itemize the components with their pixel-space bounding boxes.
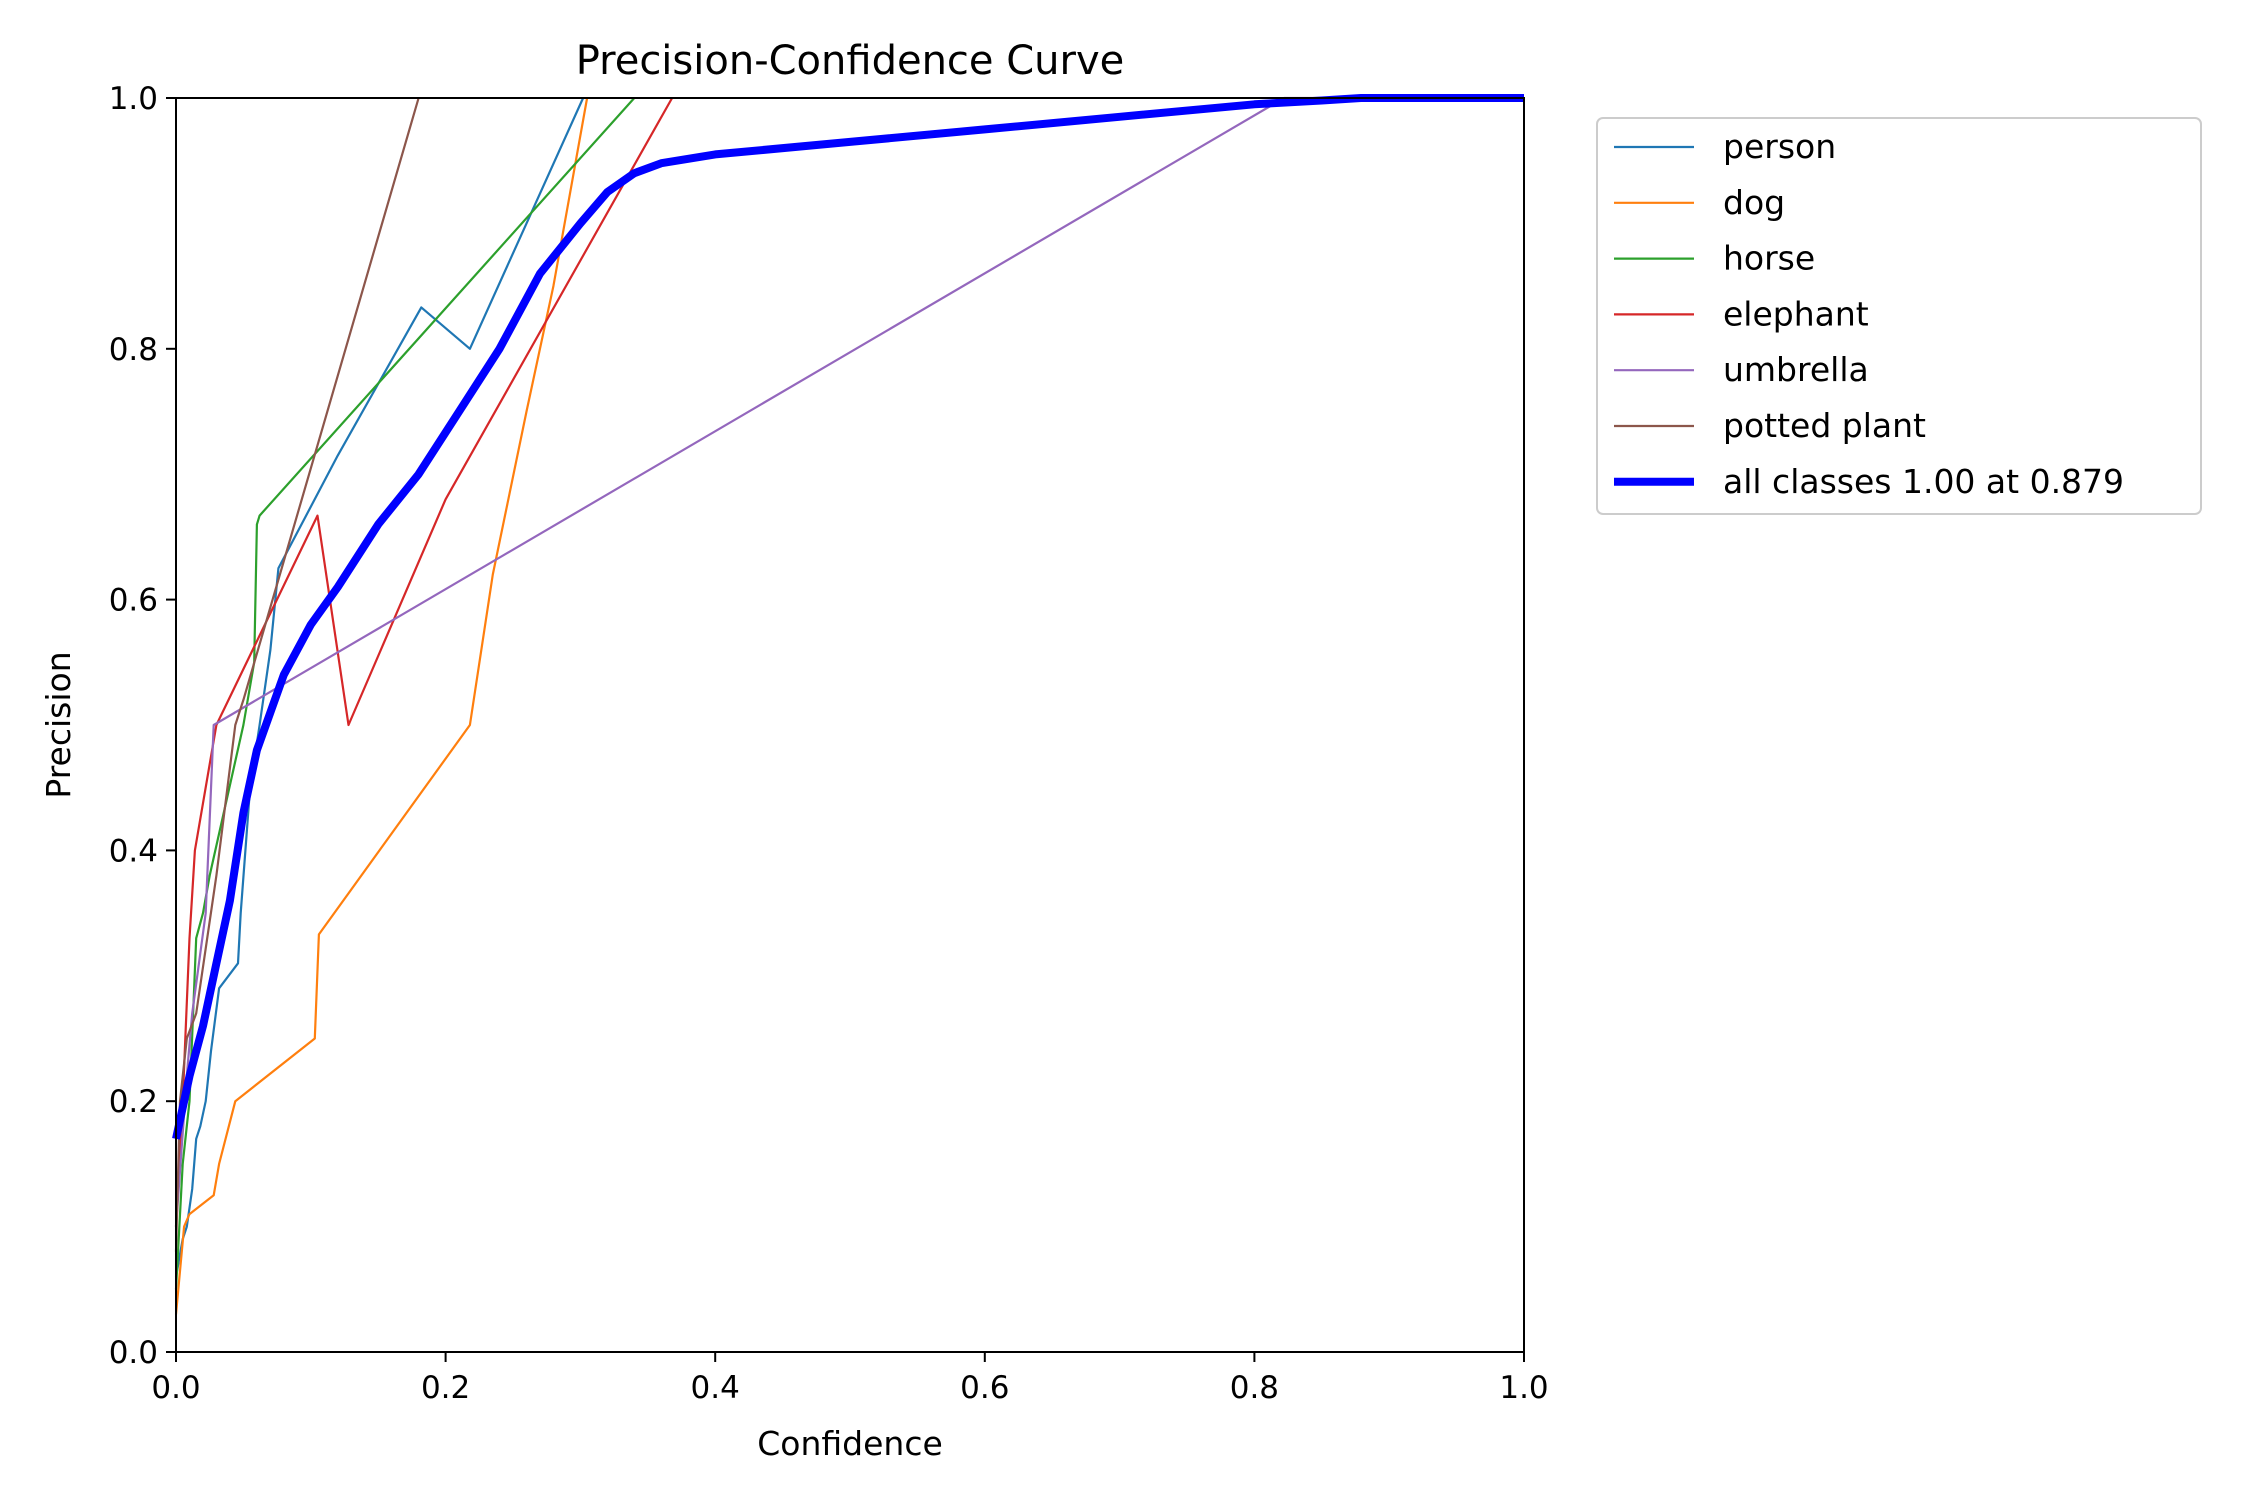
legend-label: all classes 1.00 at 0.879 [1723,462,2124,501]
series-line-6 [172,94,1524,1140]
y-axis-label: Precision [39,651,78,798]
x-tick-label: 1.0 [1499,1370,1548,1406]
y-tick-label: 0.8 [109,332,158,368]
y-tick-label: 0.2 [109,1084,158,1120]
legend-box [1596,117,2202,515]
x-tick-label: 0.6 [960,1370,1009,1406]
legend-label: potted plant [1723,406,1926,445]
legend-label: person [1723,127,1836,166]
series-line-5 [174,97,420,1252]
y-tick-label: 0.4 [109,833,158,869]
x-axis-label: Confidence [757,1424,943,1463]
legend-label: umbrella [1723,350,1869,389]
series-line-2 [174,97,636,1290]
legend: person dog horse elephant umbrella potted pla… [1596,117,2202,515]
chart-title: Precision-Confidence Curve [576,38,1125,84]
legend-label: elephant [1723,294,1869,333]
series-line-1 [174,97,589,1315]
y-tick-label: 0.0 [109,1335,158,1371]
x-tick-label: 0.8 [1230,1370,1279,1406]
x-tick-label: 0.2 [421,1370,470,1406]
x-tick-label: 0.0 [151,1370,200,1406]
plot-frame [175,97,1525,1353]
legend-label: horse [1723,239,1815,278]
y-tick-label: 0.6 [109,583,158,619]
ticks-layer: 0.0 0.2 0.4 0.6 0.8 1.0 0.0 0.2 0.4 0.6 0.8 1.0 [109,81,1549,1406]
x-tick-label: 0.4 [691,1370,740,1406]
legend-label: dog [1723,183,1785,222]
y-tick-label: 1.0 [109,81,158,117]
series-line-0 [174,97,585,1277]
series-layer [172,94,1524,1315]
